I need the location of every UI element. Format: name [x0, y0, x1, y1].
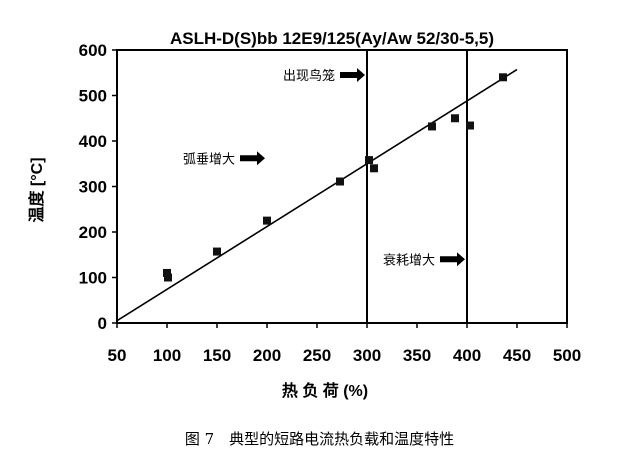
x-tick-label: 350: [403, 346, 431, 365]
data-point: [451, 114, 459, 123]
x-tick-label: 400: [453, 346, 481, 365]
annotation: 弧垂增大: [183, 151, 265, 167]
data-point: [213, 247, 221, 256]
annotation: 出现鸟笼: [283, 68, 365, 84]
y-tick-label: 200: [79, 223, 107, 242]
plot-area-frame: [116, 49, 568, 324]
arrow-right-icon: [340, 68, 365, 83]
y-tick-label: 0: [98, 314, 107, 333]
data-point: [336, 177, 344, 186]
x-tick-label: 200: [253, 346, 281, 365]
data-point: [163, 268, 171, 277]
x-tick-label: 50: [108, 346, 127, 365]
x-tick-label: 150: [203, 346, 231, 365]
annotation: 衰耗增大: [383, 252, 465, 268]
data-point: [164, 273, 172, 282]
annotation-label: 弧垂增大: [183, 152, 235, 167]
x-tick-label: 250: [303, 346, 331, 365]
data-point: [370, 164, 378, 173]
y-axis-title: 温度 [°C]: [27, 157, 46, 223]
x-tick-label: 100: [153, 346, 181, 365]
arrow-right-icon: [440, 252, 465, 267]
data-point: [499, 73, 507, 82]
y-tick-label: 100: [79, 269, 107, 288]
x-axis-title: 热 负 荷 (%): [282, 381, 368, 400]
data-point: [263, 216, 271, 225]
arrow-right-icon: [240, 151, 265, 166]
x-tick-label: 450: [503, 346, 531, 365]
y-tick-label: 300: [79, 178, 107, 197]
chart-title: ASLH-D(S)bb 12E9/125(Ay/Aw 52/30-5,5): [170, 29, 494, 48]
y-tick-label: 500: [79, 87, 107, 106]
trend-line: [116, 68, 518, 322]
figure-caption: 图 7 典型的短路电流热负载和温度特性: [184, 430, 455, 448]
x-tick-label: 300: [353, 346, 381, 365]
data-point: [466, 121, 474, 130]
x-tick-label: 500: [553, 346, 581, 365]
data-point: [428, 122, 436, 131]
y-tick-label: 400: [79, 132, 107, 151]
annotation-label: 出现鸟笼: [283, 68, 335, 84]
annotation-label: 衰耗增大: [383, 252, 435, 268]
y-tick-label: 600: [79, 41, 107, 60]
data-point: [365, 156, 373, 165]
